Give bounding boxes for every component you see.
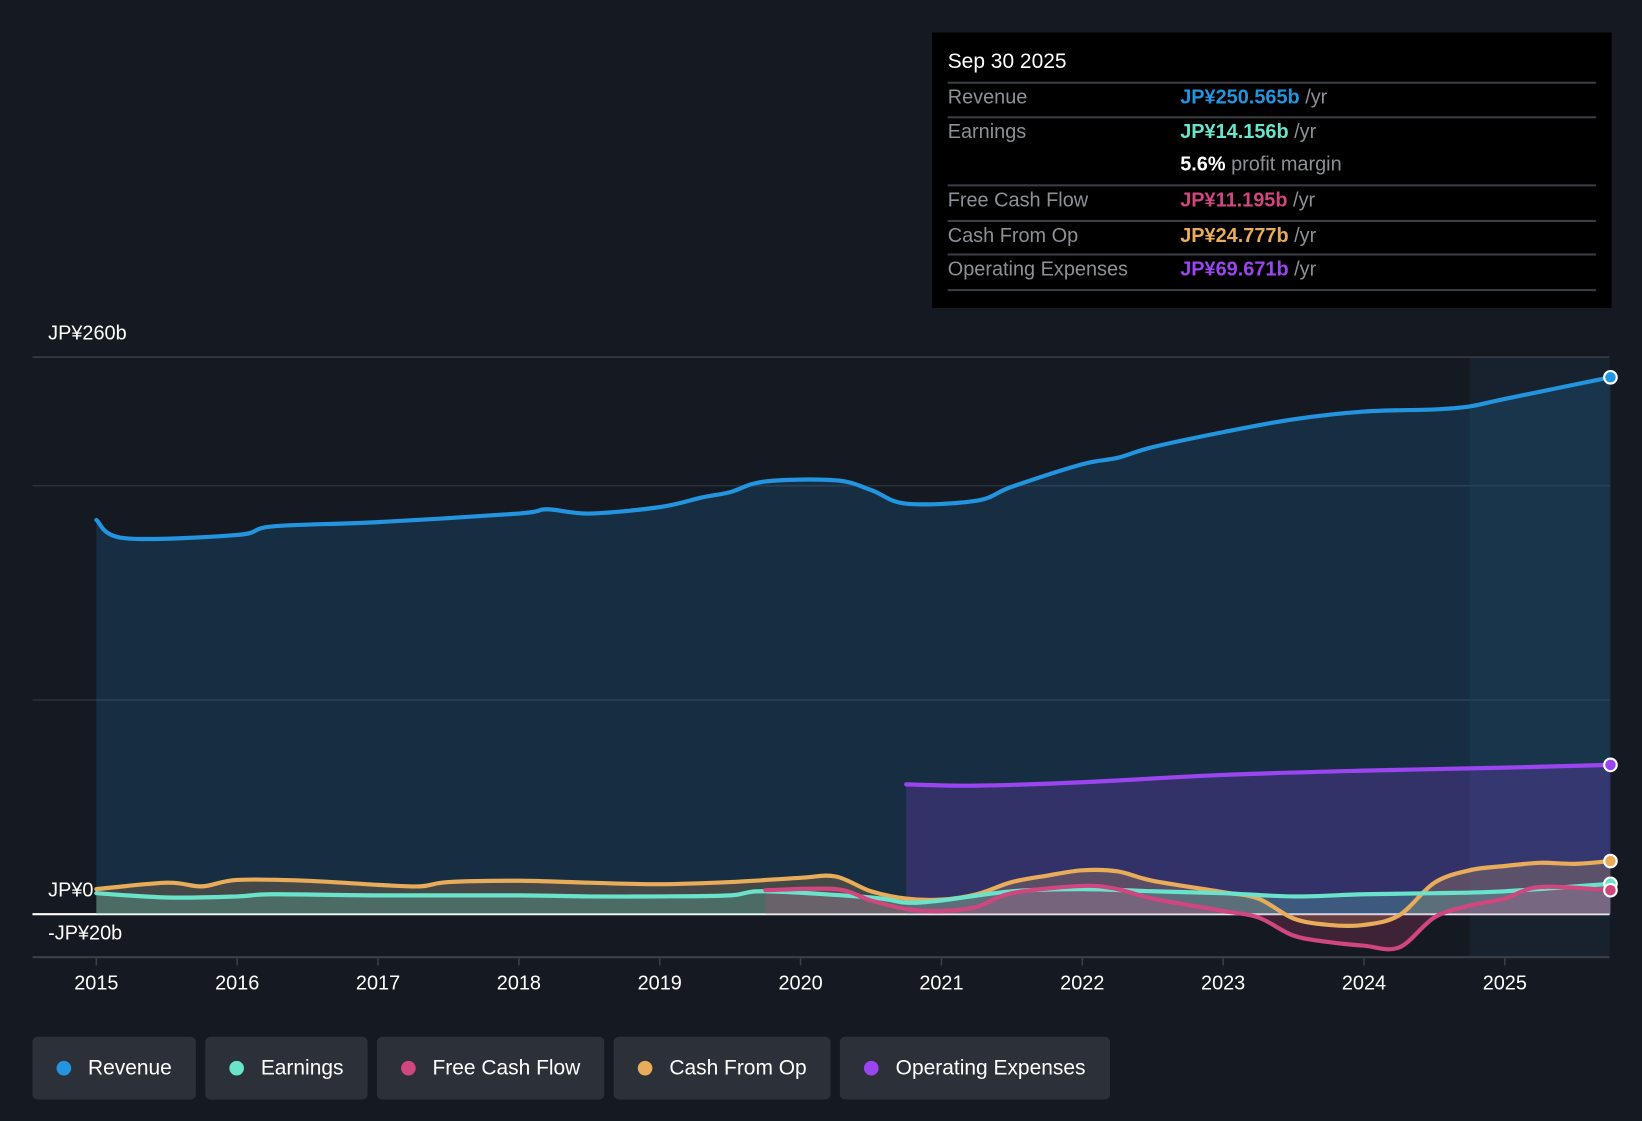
legend-label: Earnings [260,1056,344,1080]
tooltip-value-text: JP¥14.156b [1180,121,1289,144]
x-tick-label: 2018 [497,973,541,995]
operating-expenses-area [906,764,1611,915]
x-tick-label: 2021 [919,973,963,995]
tooltip-row-value: JP¥14.156b /yr [1180,121,1316,144]
tooltip-divider [947,289,1596,292]
x-tick-label: 2025 [1483,973,1527,995]
tooltip-row-value: JP¥24.777b /yr [1180,225,1316,248]
tooltip-row-label: Revenue [947,86,1028,109]
y-top-label: JP¥260b [48,322,126,344]
tooltip-value-text: JP¥69.671b [1180,258,1289,281]
tooltip-unit: /yr [1305,86,1328,109]
tooltip-row-value: 5.6% profit margin [1180,154,1341,177]
earnings-area [96,883,1611,915]
operating-expenses-line [904,762,1613,788]
tooltip-value-text: JP¥11.195b [1180,189,1288,212]
tooltip-value-text: JP¥24.777b [1180,225,1289,248]
tooltip-row-label: Free Cash Flow [947,189,1089,212]
tooltip-unit: /yr [1294,121,1317,144]
legend-item-operating-expenses[interactable]: Operating Expenses [840,1036,1110,1100]
tooltip-row-value: JP¥69.671b /yr [1180,259,1316,282]
tooltip: Sep 30 2025 Revenue JP¥250.565b /yr Earnin… [932,32,1612,308]
x-tick-label: 2024 [1342,973,1386,995]
x-tick-label: 2015 [74,973,118,995]
x-tick-label: 2020 [778,973,822,995]
earnings-line [94,881,1613,905]
tooltip-row-label: Cash From Op [947,225,1079,248]
forecast-region [1469,357,1610,958]
revenue-end-marker[interactable] [1603,369,1618,385]
tooltip-unit: /yr [1293,189,1316,212]
legend-dot-icon [56,1060,72,1076]
legend-item-cash-from-op[interactable]: Cash From Op [613,1036,831,1100]
x-tick-label: 2017 [356,973,400,995]
tooltip-row: Revenue JP¥250.565b /yr [947,81,1596,109]
tooltip-row: Operating Expenses JP¥69.671b /yr [947,253,1596,281]
legend-label: Free Cash Flow [432,1056,581,1080]
plot-background [32,357,1610,958]
tooltip-row: Earnings JP¥14.156b /yr [947,116,1596,143]
free-cash-flow-line [763,883,1613,952]
tooltip-value-text: 5.6% [1180,153,1226,176]
revenue-line [94,375,1613,542]
legend-dot-icon [864,1060,879,1076]
x-tick-label: 2016 [215,973,259,995]
tooltip-row-label: Earnings [947,121,1027,144]
y-zero-label: JP¥0 [48,879,93,901]
tooltip-date: Sep 30 2025 [947,50,1067,74]
tooltip-unit: /yr [1294,258,1317,281]
tooltip-row: Cash From Op JP¥24.777b /yr [947,219,1596,247]
legend-item-free-cash-flow[interactable]: Free Cash Flow [376,1036,605,1100]
free-cash-flow-area [765,885,1611,950]
tooltip-unit: /yr [1294,225,1317,248]
legend-dot-icon [229,1060,245,1076]
legend-item-revenue[interactable]: Revenue [32,1036,196,1100]
legend-item-earnings[interactable]: Earnings [205,1036,368,1100]
tooltip-row-value: JP¥11.195b /yr [1180,190,1315,213]
revenue-area [96,377,1611,915]
x-tick-label: 2023 [1201,973,1245,995]
x-tick-label: 2022 [1060,973,1104,995]
y-bottom-label: -JP¥20b [48,922,122,944]
free-cash-flow-end-marker[interactable] [1603,882,1618,898]
legend-dot-icon [401,1060,416,1076]
operating-expenses-end-marker[interactable] [1603,757,1618,773]
x-tick-label: 2019 [638,973,682,995]
legend: Revenue Earnings Free Cash Flow Cash From O… [32,1036,1110,1100]
tooltip-row-label: Operating Expenses [947,258,1129,281]
legend-dot-icon [637,1060,653,1076]
tooltip-unit: profit margin [1231,153,1342,176]
cash-from-op-end-marker[interactable] [1603,853,1618,869]
legend-label: Operating Expenses [895,1056,1086,1080]
legend-label: Revenue [87,1056,172,1080]
tooltip-value-text: JP¥250.565b [1180,86,1300,109]
legend-label: Cash From Op [669,1056,807,1080]
tooltip-row-value: JP¥250.565b /yr [1180,87,1327,110]
tooltip-row: Free Cash Flow JP¥11.195b /yr [947,184,1596,212]
